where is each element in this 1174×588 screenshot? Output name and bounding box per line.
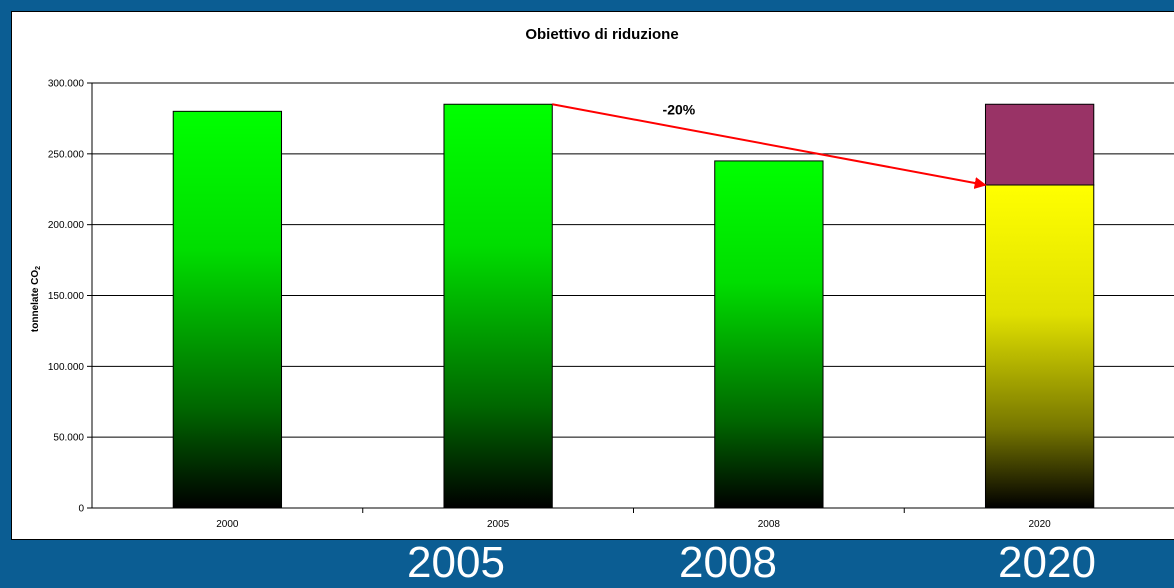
x-tick-label: 2020 — [1029, 519, 1052, 530]
axes: 0 50.000 100.000 150.000 200.000 250.000 300.0… — [48, 79, 1174, 530]
x-tick-label: 2008 — [758, 519, 781, 530]
y-axis-label-subscript: 2 — [35, 266, 42, 270]
reduction-arrow — [552, 103, 987, 189]
chart: Obiettivo di riduzione tonnelate CO2 0 50… — [30, 26, 1174, 530]
chart-panel: Obiettivo di riduzione tonnelate CO2 0 50… — [11, 11, 1174, 540]
y-tick-label: 150.000 — [48, 291, 85, 302]
footer-year-2005: 2005 — [407, 538, 505, 587]
bar-2005-segment-1 — [443, 103, 553, 509]
y-axis-label-text: tonnelate CO — [30, 270, 41, 332]
x-tick-label: 2005 — [487, 519, 510, 530]
y-tick-label: 50.000 — [53, 433, 84, 444]
footer-year-2020: 2020 — [998, 538, 1096, 587]
y-tick-label: 0 — [78, 504, 84, 515]
bar-2000-segment-1 — [172, 110, 283, 509]
x-tick-label: 2000 — [216, 519, 239, 530]
y-tick-label: 100.000 — [48, 362, 85, 373]
y-axis-label: tonnelate CO2 — [30, 266, 42, 332]
annotation: -20% — [552, 102, 987, 189]
y-tick-label: 200.000 — [48, 220, 85, 231]
bar-2008-segment-1 — [714, 160, 824, 509]
chart-title: Obiettivo di riduzione — [525, 26, 678, 43]
bar-2020-segment-1 — [984, 184, 1095, 509]
y-tick-label: 250.000 — [48, 149, 85, 160]
footer-year-2008: 2008 — [679, 538, 777, 587]
reduction-label: -20% — [663, 102, 696, 118]
y-tick-label: 300.000 — [48, 79, 85, 90]
bar-2020-segment-2 — [984, 103, 1095, 186]
bars — [172, 103, 1095, 509]
